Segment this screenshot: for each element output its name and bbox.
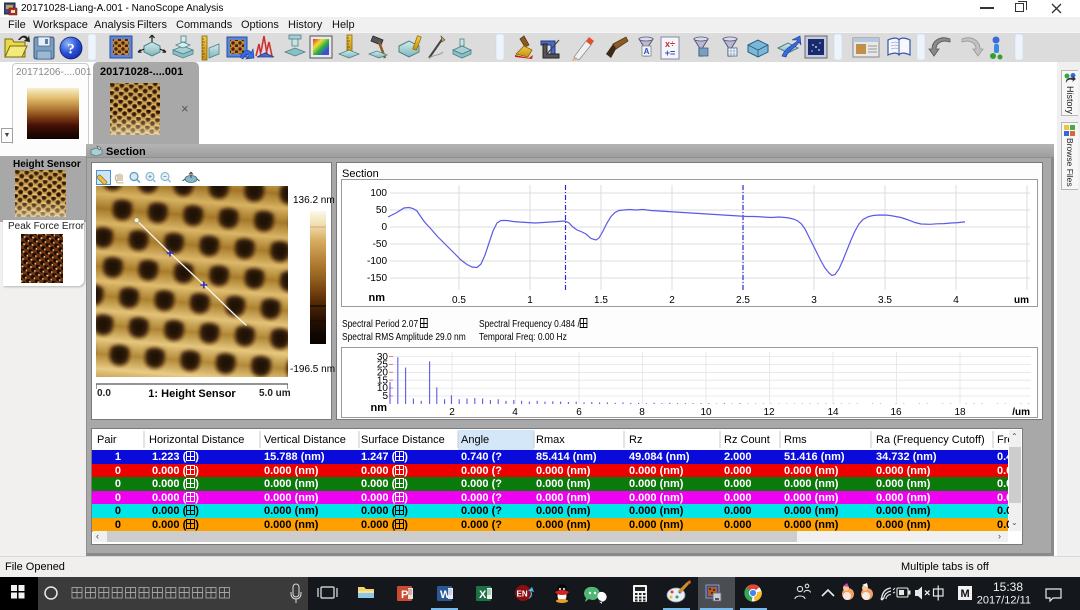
svg-text:nm: nm bbox=[371, 402, 388, 414]
svg-text:15: 15 bbox=[377, 376, 389, 387]
svg-text:18: 18 bbox=[954, 407, 966, 418]
svg-text:50: 50 bbox=[376, 205, 388, 216]
svg-text:P: P bbox=[401, 589, 408, 601]
svg-text:100: 100 bbox=[370, 188, 387, 199]
svg-text:/um: /um bbox=[1012, 407, 1030, 418]
svg-text:nm: nm bbox=[369, 292, 386, 304]
svg-text:2: 2 bbox=[669, 295, 675, 306]
svg-text:10: 10 bbox=[700, 407, 712, 418]
svg-text:6: 6 bbox=[576, 407, 582, 418]
svg-text:14: 14 bbox=[827, 407, 839, 418]
svg-text:5: 5 bbox=[382, 391, 388, 402]
svg-text:2: 2 bbox=[449, 407, 455, 418]
svg-text:12: 12 bbox=[763, 407, 775, 418]
svg-text:X: X bbox=[479, 589, 487, 601]
svg-text:20: 20 bbox=[377, 368, 389, 379]
svg-text:um: um bbox=[1014, 295, 1029, 306]
svg-text:16: 16 bbox=[890, 407, 902, 418]
svg-text:EN: EN bbox=[517, 590, 528, 599]
svg-text:?: ? bbox=[67, 42, 75, 58]
svg-text:M: M bbox=[961, 588, 970, 600]
svg-text:1: 1 bbox=[527, 295, 533, 306]
svg-text:3.5: 3.5 bbox=[878, 295, 892, 306]
svg-text:15:38: 15:38 bbox=[993, 580, 1023, 594]
svg-text:-50: -50 bbox=[373, 239, 388, 250]
svg-text:8: 8 bbox=[639, 407, 645, 418]
svg-text:25: 25 bbox=[377, 360, 389, 371]
svg-text:10: 10 bbox=[377, 383, 389, 394]
svg-text:4: 4 bbox=[512, 407, 518, 418]
svg-text:W: W bbox=[440, 589, 451, 601]
svg-text:30: 30 bbox=[377, 352, 389, 363]
svg-text:2.5: 2.5 bbox=[736, 295, 750, 306]
svg-text:1.5: 1.5 bbox=[594, 295, 608, 306]
svg-text:+=: += bbox=[665, 48, 676, 58]
svg-text:4: 4 bbox=[953, 295, 959, 306]
svg-text:-100: -100 bbox=[367, 256, 387, 267]
svg-text:A: A bbox=[644, 47, 650, 56]
svg-text:x÷: x÷ bbox=[665, 39, 675, 49]
svg-text:-150: -150 bbox=[367, 273, 387, 284]
svg-text:0: 0 bbox=[381, 222, 387, 233]
svg-text:2017/12/11: 2017/12/11 bbox=[977, 595, 1031, 607]
svg-text:3: 3 bbox=[811, 295, 817, 306]
svg-text:0.5: 0.5 bbox=[452, 295, 466, 306]
